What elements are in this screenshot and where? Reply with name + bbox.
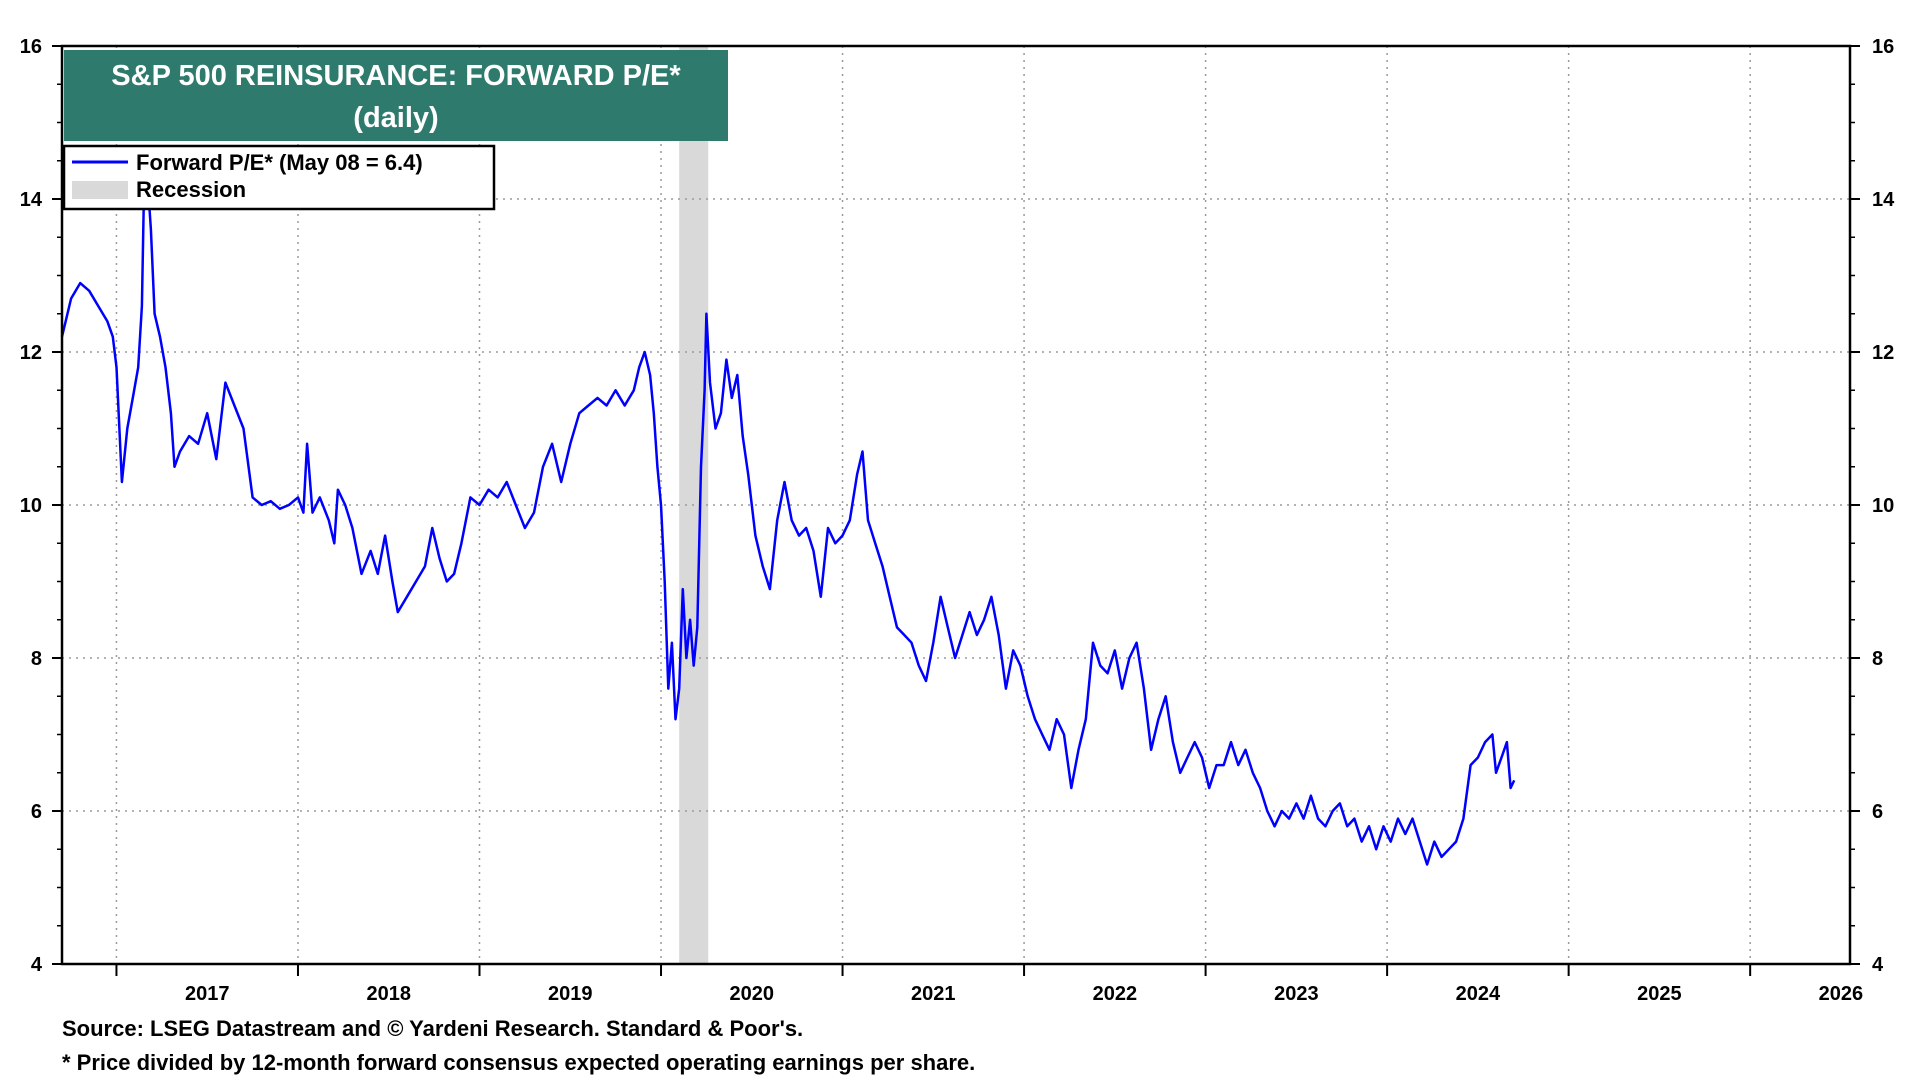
- source-note: Source: LSEG Datastream and © Yardeni Re…: [62, 1016, 804, 1041]
- y-tick-label-right: 14: [1872, 189, 1895, 211]
- x-tick-label: 2020: [730, 983, 775, 1005]
- axis-ticks: [52, 45, 1860, 976]
- y-tick-label-right: 16: [1872, 36, 1894, 58]
- chart-title: S&P 500 REINSURANCE: FORWARD P/E*: [111, 60, 681, 92]
- chart-subtitle: (daily): [353, 102, 438, 134]
- x-tick-label: 2018: [366, 983, 411, 1005]
- x-tick-label: 2017: [185, 983, 230, 1005]
- forward-pe-line: [60, 174, 1516, 866]
- footnote: * Price divided by 12-month forward cons…: [62, 1050, 976, 1075]
- x-tick-label: 2023: [1274, 983, 1319, 1005]
- x-tick-label: 2021: [911, 983, 956, 1005]
- y-tick-label-left: 4: [31, 954, 43, 976]
- x-tick-label: 2019: [548, 983, 593, 1005]
- y-tick-label-left: 6: [31, 801, 42, 823]
- legend: Forward P/E* (May 08 = 6.4) Recession: [62, 144, 496, 211]
- legend-recession-swatch: [72, 181, 128, 199]
- grid: [62, 46, 1850, 964]
- y-tick-label-left: 12: [20, 342, 42, 364]
- y-tick-label-right: 6: [1872, 801, 1883, 823]
- y-tick-label-right: 10: [1872, 495, 1894, 517]
- legend-item-forward-pe: Forward P/E* (May 08 = 6.4): [136, 150, 423, 175]
- y-axis-left: 4 6 8 10 12 14 16: [20, 36, 43, 976]
- x-tick-label: 2022: [1093, 983, 1138, 1005]
- y-tick-label-left: 10: [20, 495, 42, 517]
- y-tick-label-right: 8: [1872, 648, 1883, 670]
- y-tick-label-right: 4: [1872, 954, 1884, 976]
- y-tick-label-left: 8: [31, 648, 42, 670]
- title-box: S&P 500 REINSURANCE: FORWARD P/E* (daily…: [64, 50, 728, 141]
- y-axis-right: 4 6 8 10 12 14 16: [1872, 36, 1895, 976]
- x-axis: 2017 2018 2019 2020 2021 2022 2023 2024 2025 2026: [185, 983, 1863, 1005]
- x-tick-label: 2024: [1456, 983, 1501, 1005]
- y-tick-label-left: 14: [20, 189, 43, 211]
- y-tick-label-left: 16: [20, 36, 42, 58]
- x-tick-label: 2025: [1637, 983, 1682, 1005]
- x-tick-label: 2026: [1819, 983, 1864, 1005]
- legend-item-recession: Recession: [136, 177, 246, 202]
- y-tick-label-right: 12: [1872, 342, 1894, 364]
